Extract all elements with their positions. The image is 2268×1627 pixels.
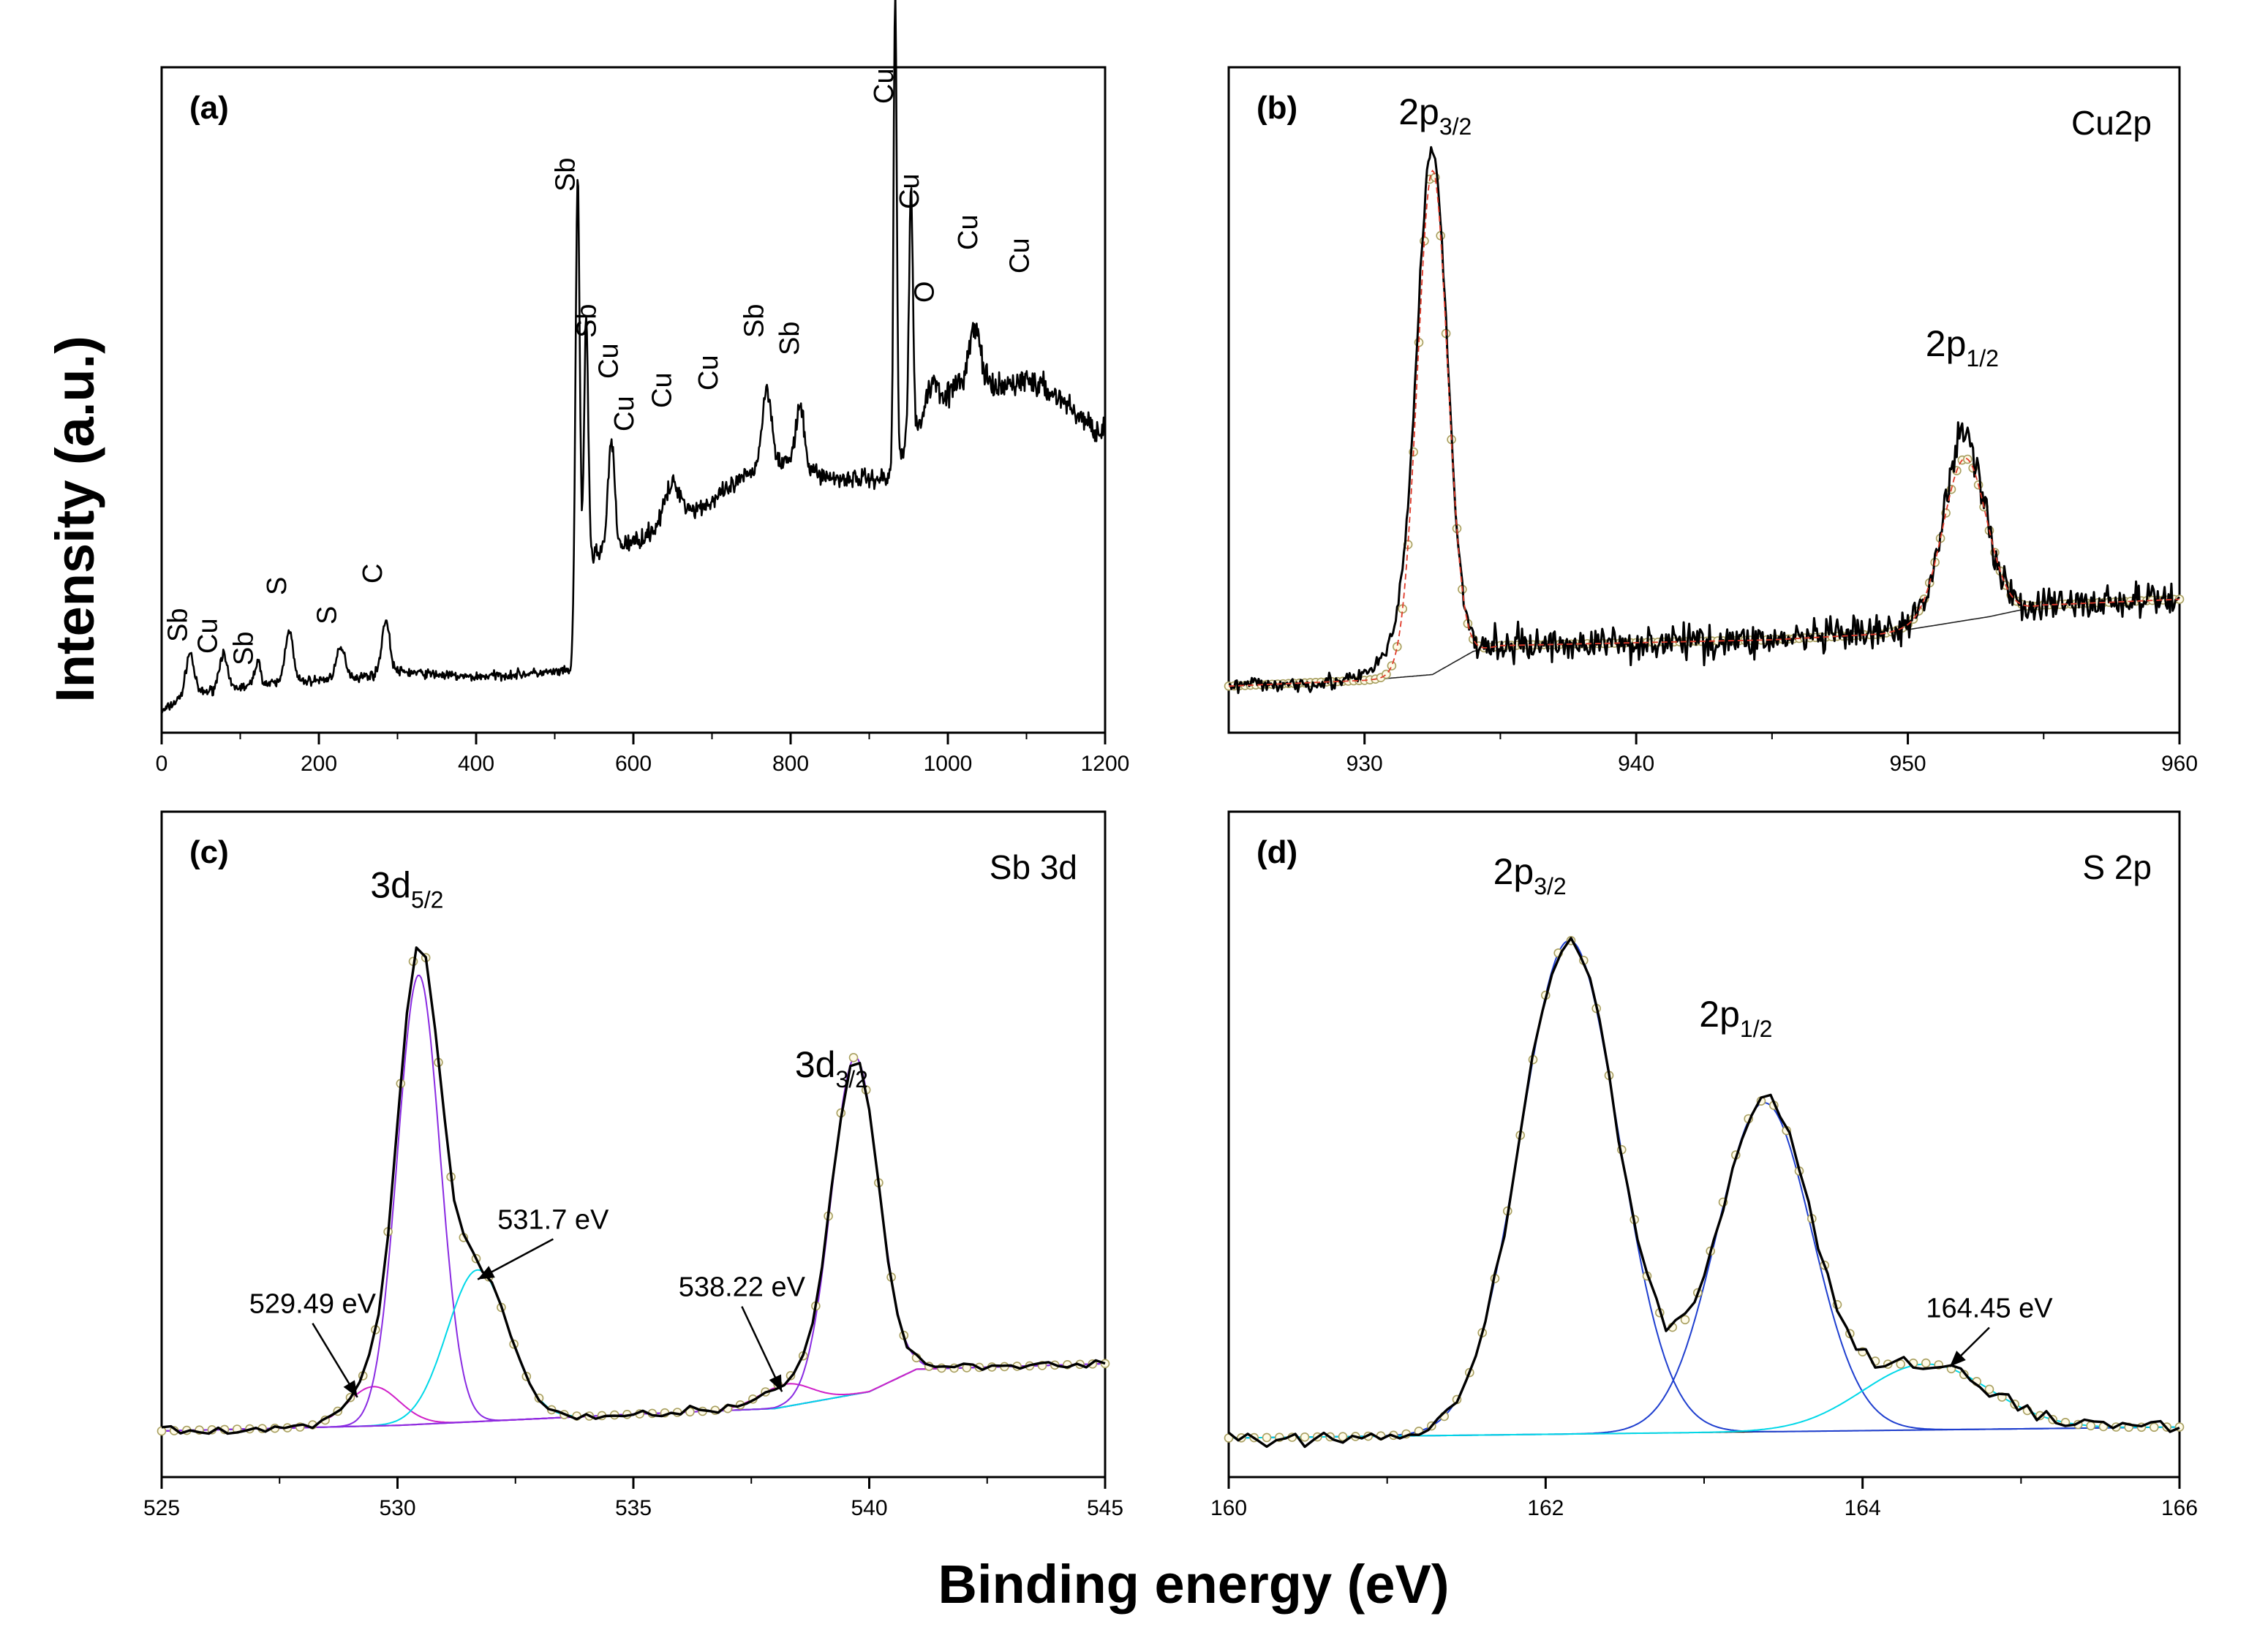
fit-envelope-point [157,1426,167,1436]
annotation-arrowhead [478,1266,495,1280]
peak-label: 3d3/2 [795,1044,868,1092]
annotation-arrowhead [343,1380,358,1397]
element-peak-label: Cu [609,396,640,431]
fit-envelope-point [1680,1315,1690,1325]
x-tick-label: 200 [301,752,337,776]
survey-spectrum-line [160,0,1107,714]
element-peak-label: Cu [1005,238,1036,273]
panel-tag: (d) [1257,834,1297,870]
panel-tag: (c) [189,834,229,870]
background-line [161,1363,1106,1432]
x-tick-label: 960 [2161,752,2198,776]
element-peak-label: Cu [869,68,900,104]
x-tick-label: 1200 [1081,752,1130,776]
energy-annotation: 538.22 eV [679,1272,806,1303]
panel-tag: (b) [1257,90,1297,126]
x-tick-label: 950 [1890,752,1926,776]
fit-envelope-point [1300,1432,1310,1442]
panel-frame [160,810,1107,1479]
fit-component-line [1229,1101,2180,1439]
fit-component-line [161,1362,1106,1432]
fit-component-line [161,1362,1106,1432]
x-tick-label: 535 [615,1496,652,1520]
fit-envelope-point [1896,1359,1905,1369]
panel-frame [1227,66,2181,734]
x-axis-title: Binding energy (eV) [938,1554,1450,1615]
element-peak-label: Sb [162,608,193,642]
x-tick-label: 600 [615,752,652,776]
peak-label: 2p3/2 [1493,851,1567,899]
x-tick-label: 1000 [924,752,973,776]
fit-envelope-point [1262,1432,1272,1443]
annotation-arrowhead [769,1374,783,1392]
panel-frame [1227,810,2181,1479]
raw-spectrum-line [161,946,1106,1435]
energy-annotation: 164.45 eV [1926,1294,2053,1324]
element-peak-label: Sb [571,304,602,338]
x-tick-label: 530 [379,1496,415,1520]
element-peak-label: Sb [550,158,581,192]
fit-envelope-point [2150,1422,2159,1432]
fit-component-line [1229,1363,2180,1439]
fit-envelope-point [1984,1384,1994,1394]
fit-component-line [161,1056,1106,1432]
raw-spectrum-line [1227,937,2180,1449]
fit-envelope-point [1393,642,1402,652]
panel-title: Cu2p [2071,104,2152,142]
y-axis-title: Intensity (a.u.) [45,336,105,703]
peak-label: 2p1/2 [1926,323,1999,371]
fit-envelope-point [848,1053,859,1062]
panel-b: 930 940 950 960 (b) Cu2p 2p3/2 2p1/2 [1224,66,2198,776]
x-tick-label: 545 [1087,1496,1123,1520]
annotation-arrowhead [1949,1351,1966,1367]
fit-envelope-point [1921,1358,1931,1368]
energy-annotation: 529.49 eV [249,1289,377,1320]
panel-title: Sb 3d [990,848,1077,886]
x-tick-label: 525 [143,1496,180,1520]
element-peak-label: S [312,606,343,624]
element-peak-label: Sb [739,304,769,338]
panel-title: S 2p [2082,848,2152,886]
element-peak-label: Cu [894,173,925,209]
fit-envelope-point [1387,661,1397,671]
x-tick-label: 164 [1845,1496,1881,1520]
element-peak-label: Sb [229,632,260,665]
x-tick-label: 400 [458,752,494,776]
element-peak-label: Cu [647,372,678,408]
element-peak-label: Cu [953,214,984,250]
element-peak-label: O [910,281,941,303]
element-peak-label: Cu [594,343,625,379]
fit-envelope-point [2086,1421,2095,1431]
panel-d: 160 162 164 166 (d) S 2p 2p3/2 2p1/2 164.45 eV [1210,810,2198,1520]
x-tick-label: 540 [851,1496,887,1520]
peak-label: 2p3/2 [1398,91,1472,140]
x-tick-label: 160 [1210,1496,1247,1520]
panel-tag: (a) [189,90,229,126]
element-peak-label: Cu [192,618,223,654]
x-tick-label: 162 [1527,1496,1564,1520]
fit-line [1228,169,2180,687]
x-tick-label: 800 [772,752,809,776]
peak-label: 2p1/2 [1699,994,1772,1042]
peak-label: 3d5/2 [370,864,443,913]
x-tick-label: 166 [2161,1496,2198,1520]
x-tick-label: 940 [1618,752,1654,776]
panel-c: 525 530 535 540 545 (c) Sb 3d 3d5/2 3d3/2 529.49 … [143,810,1123,1520]
element-peak-label: Cu [693,355,724,390]
fit-envelope-point [685,1407,695,1417]
x-tick-label: 930 [1346,752,1383,776]
raw-spectrum-line [1228,146,2180,695]
element-peak-label: C [358,564,388,584]
element-peak-label: S [262,577,293,595]
x-tick-label: 0 [156,752,168,776]
fit-envelope-point [1338,1432,1348,1441]
element-peak-label: Sb [775,322,805,355]
energy-annotation: 531.7 eV [497,1204,609,1235]
